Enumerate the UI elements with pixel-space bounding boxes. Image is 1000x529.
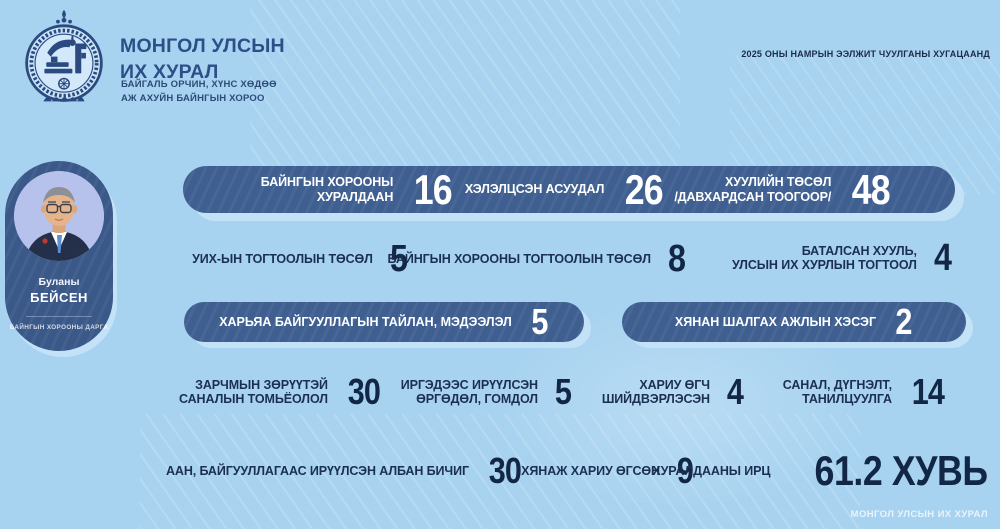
chairman-position: БАЙНГЫН ХОРООНЫ ДАРГА xyxy=(9,324,109,331)
stat-committee-resolution-drafts: БАЙНГЫН ХОРООНЫ ТОГТООЛЫН ТӨСӨЛ 8 xyxy=(387,238,686,280)
chairman-first-name: Буланы xyxy=(38,276,80,288)
stat-citizen-petitions: ИРГЭДЭЭС ИРҮҮЛСЭН ӨРГӨДӨЛ, ГОМДОЛ 5 xyxy=(400,371,572,412)
person-avatar-icon xyxy=(14,171,104,261)
state-emblem-icon xyxy=(25,9,103,102)
session-period-label: 2025 ОНЫ НАМРЫН ЭЭЛЖИТ ЧУУЛГАНЫ ХУГАЦААН… xyxy=(741,49,990,59)
stat-attendance-rate: ХУРАЛДААНЫ ИРЦ 61.2 ХУВЬ xyxy=(652,447,988,494)
committee-name: БАЙГАЛЬ ОРЧИН, ХҮНС ХӨДӨӨ АЖ АХУЙН БАЙНГ… xyxy=(121,79,277,104)
chairman-last-name: БЕЙСЕН xyxy=(30,290,88,305)
org-title: МОНГОЛ УЛСЫН ИХ ХУРАЛ xyxy=(120,35,285,83)
chairman-card: Буланы БЕЙСЕН БАЙНГЫН ХОРООНЫ ДАРГА xyxy=(5,161,113,351)
stat-official-letters: ААН, БАЙГУУЛЛАГААС ИРҮҮЛСЭН АЛБАН БИЧИГ … xyxy=(165,450,522,491)
background-stripes-pattern xyxy=(250,0,680,170)
stat-draft-laws: ХУУЛИЙН ТӨСӨЛ /ДАВХАРДСАН ТООГООР/ 48 xyxy=(674,165,891,213)
stat-inspection-working-groups-pill: ХЯНАН ШАЛГАХ АЖЛЫН ХЭСЭГ 2 xyxy=(622,302,966,342)
chairman-photo xyxy=(14,171,104,261)
card-divider xyxy=(26,316,92,317)
stat-parliament-resolution-drafts: УИХ-ЫН ТОГТООЛЫН ТӨСӨЛ 5 xyxy=(192,238,408,280)
stat-agency-reports-pill: ХАРЬЯА БАЙГУУЛЛАГЫН ТАЙЛАН, МЭДЭЭЛЭЛ 5 xyxy=(184,302,584,342)
stat-approved-laws: БАТАЛСАН ХУУЛЬ, УЛСЫН ИХ ХУРЛЫН ТОГТООЛ … xyxy=(731,237,952,279)
stat-committee-sessions: БАЙНГЫН ХОРООНЫ ХУРАЛДААН 16 xyxy=(260,165,453,213)
footer-credit: МОНГОЛ УЛСЫН ИХ ХУРАЛ xyxy=(850,509,988,520)
stat-dissenting-proposals: ЗАРЧМЫН ЗӨРҮҮТЭЙ САНАЛЫН ТОМЬЁОЛОЛ 30 xyxy=(179,371,381,412)
stat-petitions-resolved: ХАРИУ ӨГЧ ШИЙДВЭРЛЭСЭН 4 xyxy=(601,371,744,412)
stat-letters-answered: ХЯНАЖ ХАРИУ ӨГСӨН 9 xyxy=(521,450,694,491)
top-stats-bar: БАЙНГЫН ХОРООНЫ ХУРАЛДААН 16 ХЭЛЭЛЦСЭН А… xyxy=(183,166,955,213)
stat-discussed-issues: ХЭЛЭЛЦСЭН АСУУДАЛ 26 xyxy=(464,165,664,213)
stat-opinions-presentations: САНАЛ, ДҮГНЭЛТ, ТАНИЛЦУУЛГА 14 xyxy=(782,371,945,412)
